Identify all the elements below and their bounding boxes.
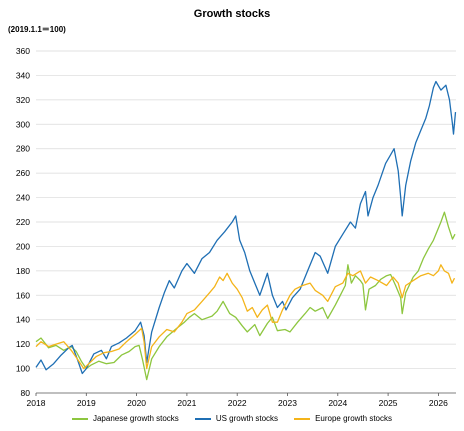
legend-item-japanese-growth-stocks: Japanese growth stocks (71, 414, 179, 423)
y-tick-label: 180 (16, 266, 30, 276)
x-tick-label: 2018 (27, 398, 46, 408)
series-line-us-growth-stocks (35, 80, 457, 375)
legend-swatch (194, 417, 211, 420)
legend-item-us-growth-stocks: US growth stocks (194, 414, 279, 423)
legend-label: US growth stocks (215, 414, 279, 423)
gridlines (36, 50, 456, 369)
y-tick-label: 260 (16, 168, 30, 178)
x-tick-label: 2021 (177, 398, 196, 408)
series-line-europe-growth-stocks (35, 264, 456, 370)
y-tick-label: 340 (16, 70, 30, 80)
series-line-japanese-growth-stocks (35, 211, 456, 381)
chart-title: Growth stocks (193, 8, 271, 20)
x-tick-label: 2022 (228, 398, 247, 408)
legend-swatch (71, 417, 88, 420)
y-tick-label: 320 (16, 95, 30, 105)
axes (35, 392, 456, 396)
legend-label: Europe growth stocks (315, 414, 392, 423)
y-tick-label: 80 (21, 388, 31, 398)
series-lines (35, 80, 457, 381)
y-tick-label: 280 (16, 144, 30, 154)
y-tick-label: 300 (16, 119, 30, 129)
x-tick-label: 2023 (278, 398, 297, 408)
y-tick-label: 120 (16, 339, 30, 349)
y-tick-label: 100 (16, 364, 30, 374)
legend: Japanese growth stocks US growth stocks Eu… (0, 414, 464, 423)
y-tick-label: 140 (16, 315, 30, 325)
legend-item-europe-growth-stocks: Europe growth stocks (294, 414, 392, 423)
x-tick-label: 2024 (328, 398, 347, 408)
x-tick-label: 2026 (429, 398, 448, 408)
y-tick-label: 160 (16, 290, 30, 300)
y-tick-label: 220 (16, 217, 30, 227)
x-tick-label: 2019 (77, 398, 96, 408)
legend-swatch (294, 417, 311, 420)
y-tick-label: 200 (16, 241, 30, 251)
y-tick-label: 240 (16, 193, 30, 203)
y-axis-unit-note: (2019.1.1＝100) (8, 25, 66, 34)
x-tick-label: 2020 (127, 398, 146, 408)
legend-label: Japanese growth stocks (92, 414, 179, 423)
x-tick-label: 2025 (379, 398, 398, 408)
y-tick-label: 360 (16, 46, 30, 56)
tick-labels: 80 100 120 140 160 180 200 220 240 260 280 300 320 34… (16, 46, 448, 408)
